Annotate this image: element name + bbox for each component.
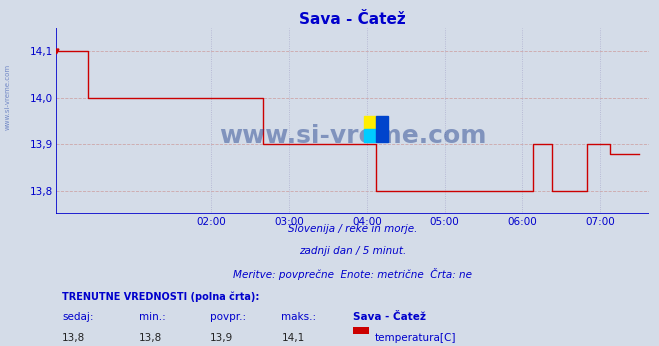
Text: 14,1: 14,1 (281, 333, 304, 343)
Text: min.:: min.: (139, 312, 166, 322)
Bar (364, 129, 376, 142)
Text: 13,8: 13,8 (62, 333, 85, 343)
Text: povpr.:: povpr.: (210, 312, 246, 322)
Text: sedaj:: sedaj: (62, 312, 94, 322)
Text: www.si-vreme.com: www.si-vreme.com (5, 64, 11, 130)
Title: Sava - Čatež: Sava - Čatež (299, 11, 406, 27)
Text: TRENUTNE VREDNOSTI (polna črta):: TRENUTNE VREDNOSTI (polna črta): (62, 292, 260, 302)
Text: Sava - Čatež: Sava - Čatež (353, 312, 426, 322)
Text: www.si-vreme.com: www.si-vreme.com (219, 124, 486, 148)
Text: maks.:: maks.: (281, 312, 316, 322)
Text: Slovenija / reke in morje.: Slovenija / reke in morje. (288, 225, 417, 235)
Bar (364, 116, 376, 129)
Text: 13,9: 13,9 (210, 333, 233, 343)
Text: zadnji dan / 5 minut.: zadnji dan / 5 minut. (299, 246, 406, 256)
Bar (376, 116, 387, 142)
Text: Meritve: povprečne  Enote: metrične  Črta: ne: Meritve: povprečne Enote: metrične Črta:… (233, 268, 472, 280)
Text: temperatura[C]: temperatura[C] (375, 333, 457, 343)
Text: 13,8: 13,8 (139, 333, 162, 343)
FancyBboxPatch shape (353, 327, 369, 334)
